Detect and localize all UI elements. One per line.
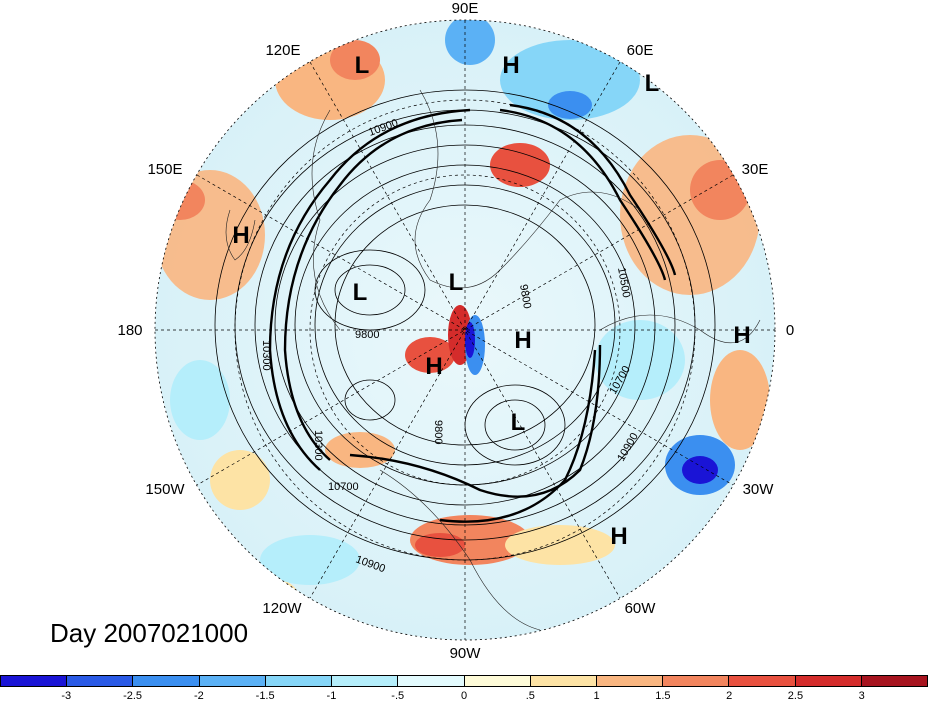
colorbar-swatch xyxy=(332,675,399,687)
colorbar-swatch xyxy=(596,675,664,687)
date-label: Day 2007021000 xyxy=(50,618,249,648)
low-center: L xyxy=(511,409,526,436)
colorbar-swatch xyxy=(0,675,68,687)
lon-label-60w: 60W xyxy=(625,600,657,617)
colorbar-swatch xyxy=(464,675,531,687)
contour-label: 10700 xyxy=(328,481,359,493)
colorbar-tick-label: 2 xyxy=(726,690,733,702)
colorbar-tick-label: 1.5 xyxy=(655,690,671,702)
lon-label-150w: 150W xyxy=(145,481,185,498)
colorbar-swatch xyxy=(398,675,465,687)
colorbar-tick-label: -.5 xyxy=(391,690,405,702)
contour-label: 9800 xyxy=(355,329,379,341)
colorbar-swatch xyxy=(133,675,200,687)
lon-label-180: 180 xyxy=(117,322,142,339)
colorbar-swatch xyxy=(265,675,333,687)
contour-label: 10500 xyxy=(615,266,632,298)
colorbar-tick-label: .5 xyxy=(525,690,535,702)
contour-label: 10300 xyxy=(312,430,324,461)
high-center: H xyxy=(514,327,531,354)
high-center: H xyxy=(733,322,750,349)
contour-label: 9800 xyxy=(517,283,533,309)
lon-label-120e: 120E xyxy=(265,42,300,59)
map-boundary xyxy=(154,19,776,641)
colorbar-tick-label: -2.5 xyxy=(123,690,143,702)
lon-label-150e: 150E xyxy=(147,161,182,178)
graticule xyxy=(155,20,775,640)
lon-label-0: 0 xyxy=(786,322,794,339)
colorbar-tick-label: -1 xyxy=(326,690,337,702)
colorbar-swatch xyxy=(729,675,796,687)
colorbar-tick-label: 3 xyxy=(858,690,865,702)
low-center: L xyxy=(449,269,464,296)
colorbar-swatch xyxy=(530,675,597,687)
colorbar-tick-label: -2 xyxy=(193,690,204,702)
colorbar xyxy=(0,675,928,689)
high-center: H xyxy=(502,52,519,79)
low-center: L xyxy=(355,52,370,79)
low-center: L xyxy=(645,70,660,97)
lon-label-60e: 60E xyxy=(627,42,654,59)
colorbar-tick-label: -1.5 xyxy=(255,690,275,702)
longitude-labels: 90E 60E 30E 0 30W 60W 90W 120W 150W 180 … xyxy=(117,0,794,662)
high-center: H xyxy=(232,222,249,249)
contour-label: 10300 xyxy=(260,340,272,371)
lon-label-90w: 90W xyxy=(450,645,482,662)
lon-label-90e: 90E xyxy=(452,0,479,17)
contour-label: 9800 xyxy=(432,420,444,444)
jet-stream-contours xyxy=(268,103,677,523)
colorbar-swatch xyxy=(663,675,730,687)
low-center: L xyxy=(353,279,368,306)
colorbar-tick-label: -3 xyxy=(61,690,72,702)
colorbar-swatch xyxy=(67,675,134,687)
colorbar-swatch xyxy=(795,675,862,687)
colorbar-swatch xyxy=(199,675,266,687)
lon-label-30e: 30E xyxy=(742,161,769,178)
high-center: H xyxy=(425,353,442,380)
colorbar-tick-label: 0 xyxy=(460,690,468,702)
high-center: H xyxy=(610,523,627,550)
colorbar-tick-label: 1 xyxy=(593,690,600,702)
lon-label-120w: 120W xyxy=(262,600,302,617)
pressure-centers: L H L H L L H H L H H xyxy=(232,52,750,550)
colorbar-swatch xyxy=(861,675,928,687)
colorbar-tick-label: 2.5 xyxy=(787,690,804,702)
lon-label-30w: 30W xyxy=(743,481,775,498)
